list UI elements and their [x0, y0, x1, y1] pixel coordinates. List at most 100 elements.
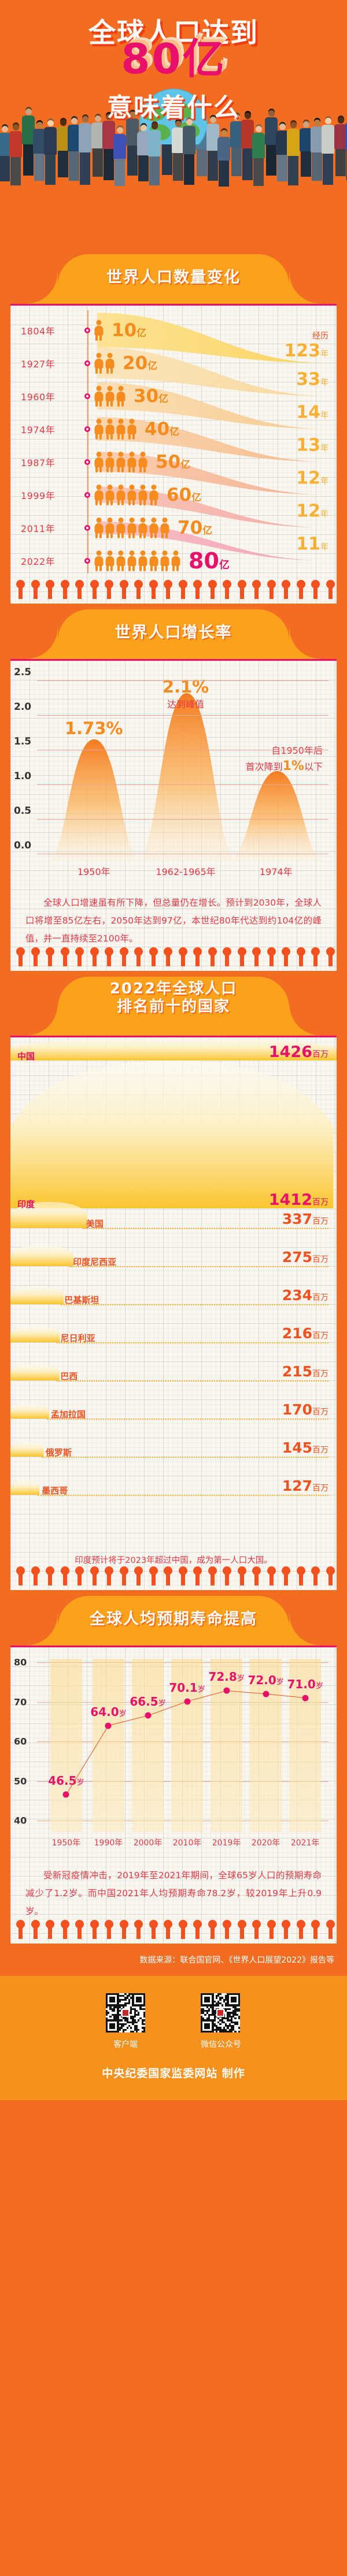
hero-big-number: 80亿 [121, 35, 226, 83]
stitch-pin [149, 1920, 158, 1939]
timeline-band [97, 417, 327, 462]
country-bar [10, 1326, 60, 1342]
country-value-unit: 百万 [312, 1369, 328, 1379]
section-top-countries: 2022年全球人口 排名前十的国家 中国 1426百万 印度 1412百万 美国 337百… [0, 971, 347, 1590]
timeline-gap: 14年 [296, 403, 328, 423]
stitch-pin [60, 580, 69, 599]
country-dashed-guide [47, 1419, 328, 1420]
section-header: 世界人口数量变化 [0, 248, 347, 304]
section-growth-rate: 世界人口增长率 [0, 604, 347, 971]
stitch-pin [267, 1566, 276, 1585]
stitch-pin [237, 1920, 246, 1939]
timeline-people-icons [94, 484, 158, 505]
x-axis-tick-label: 1990年 [94, 1838, 123, 1848]
timeline-year: 1999年 [21, 490, 56, 501]
country-label: 巴西 [60, 1371, 78, 1382]
section-population-timeline: 世界人口数量变化 1804年 10亿 经历 123年 1927年 20亿 33年 1960年 3… [0, 248, 347, 604]
timeline-row: 2011年 70亿 11年 [10, 511, 337, 554]
stitch-pin [60, 947, 69, 966]
person-icon [138, 517, 147, 538]
timeline-amount-unit: 亿 [219, 559, 230, 571]
column-band [289, 1659, 322, 1832]
country-value: 216百万 [282, 1325, 328, 1342]
growth-peak-caption: 达到峰值 [167, 699, 205, 710]
qr-wechat[interactable]: 微信公众号 [201, 1993, 241, 2050]
timeline-gap-number: 12 [296, 501, 320, 522]
timeline-amount-unit: 亿 [191, 492, 202, 504]
country-value-number: 216 [282, 1325, 312, 1342]
section-header: 全球人均预期寿命提高 [0, 1590, 347, 1646]
person-figure [0, 126, 12, 181]
timeline-row: 2022年 80亿 [10, 544, 337, 577]
stitch-pin [46, 947, 54, 966]
country-dashed-guide [41, 1457, 328, 1458]
country-value-unit: 百万 [312, 1446, 328, 1455]
stitch-pin [311, 1920, 320, 1939]
country-bar [10, 1245, 73, 1266]
country-value-number: 215 [282, 1363, 312, 1380]
section-header: 2022年全球人口 排名前十的国家 [0, 971, 347, 1036]
timeline-gap: 33年 [296, 370, 328, 390]
person-icon [149, 550, 158, 571]
stitch-pin [119, 947, 128, 966]
stitch-pin [193, 1566, 202, 1585]
person-figure [125, 111, 139, 177]
country-label: 印度 [17, 1199, 35, 1209]
hero-subtitle: 意味着什么 [107, 93, 240, 122]
timeline-dot [84, 459, 90, 465]
person-figure [299, 121, 313, 177]
country-value-unit: 百万 [312, 1484, 328, 1493]
stitch-pin [326, 1920, 335, 1939]
data-point [223, 1687, 230, 1694]
x-axis-tick-label: 1974年 [259, 866, 293, 877]
person-figure [252, 126, 265, 186]
y-axis-tick-label: 2.0 [14, 701, 32, 713]
person-figure [32, 122, 46, 181]
person-icon [105, 484, 115, 505]
stitch-pin [164, 947, 172, 966]
life-expectancy-body-text: 受新冠疫情冲击，2019年至2021年期间，全球65岁人口的预期寿命减少了1.2… [25, 1870, 322, 1916]
country-bar [10, 1201, 88, 1228]
life-expectancy-line [37, 1659, 328, 1832]
annotation-line-1: 自1950年后 [271, 745, 323, 756]
person-figure [102, 114, 116, 181]
growth-peak-value: 2.1% [162, 677, 209, 697]
countries-footnote: 印度预计将于2023年超过中国，成为第一人口大国。 [75, 1556, 272, 1565]
stitch-pin [178, 947, 187, 966]
card-stitch-decoration [10, 947, 337, 971]
person-icon [116, 418, 125, 440]
qr-client[interactable]: 客户端 [106, 1993, 145, 2050]
country-value: 127百万 [282, 1477, 328, 1494]
stitch-pin [90, 1566, 99, 1585]
stitch-pin [16, 580, 25, 599]
data-label-value: 70.1 [169, 1680, 198, 1695]
stitch-pin [16, 947, 25, 966]
qr-code-icon[interactable] [201, 1993, 240, 2032]
country-value: 1426百万 [269, 1043, 328, 1061]
annotation-line-2a: 首次降到 [245, 761, 283, 773]
country-dome-bars [10, 1037, 337, 1495]
country-label: 俄罗斯 [45, 1447, 72, 1458]
stitch-pin [311, 947, 320, 966]
country-bar [10, 1060, 334, 1208]
stitch-pin [223, 1566, 231, 1585]
stitch-pin [193, 947, 202, 966]
timeline-amount-number: 40 [145, 418, 170, 440]
timeline-row: 1804年 10亿 经历 123年 [10, 314, 337, 361]
timeline-row: 1960年 30亿 14年 [10, 379, 337, 423]
person-icon [94, 484, 104, 505]
column-band [50, 1659, 83, 1832]
person-figure [241, 113, 254, 181]
person-icon [116, 451, 125, 472]
qr-code-icon[interactable] [106, 1993, 145, 2032]
timeline-row: 1999年 60亿 12年 [10, 478, 337, 522]
stitch-pin [75, 580, 84, 599]
country-value-number: 145 [282, 1439, 312, 1456]
card-stitch-decoration [10, 580, 337, 604]
section-title: 2022年全球人口 排名前十的国家 [0, 980, 347, 1015]
stitch-pin [134, 1920, 143, 1939]
stitch-pin [178, 580, 187, 599]
section-title: 世界人口数量变化 [106, 269, 241, 286]
y-axis-tick-label: 0.5 [14, 805, 32, 817]
timeline-amount: 40亿 [145, 419, 179, 440]
